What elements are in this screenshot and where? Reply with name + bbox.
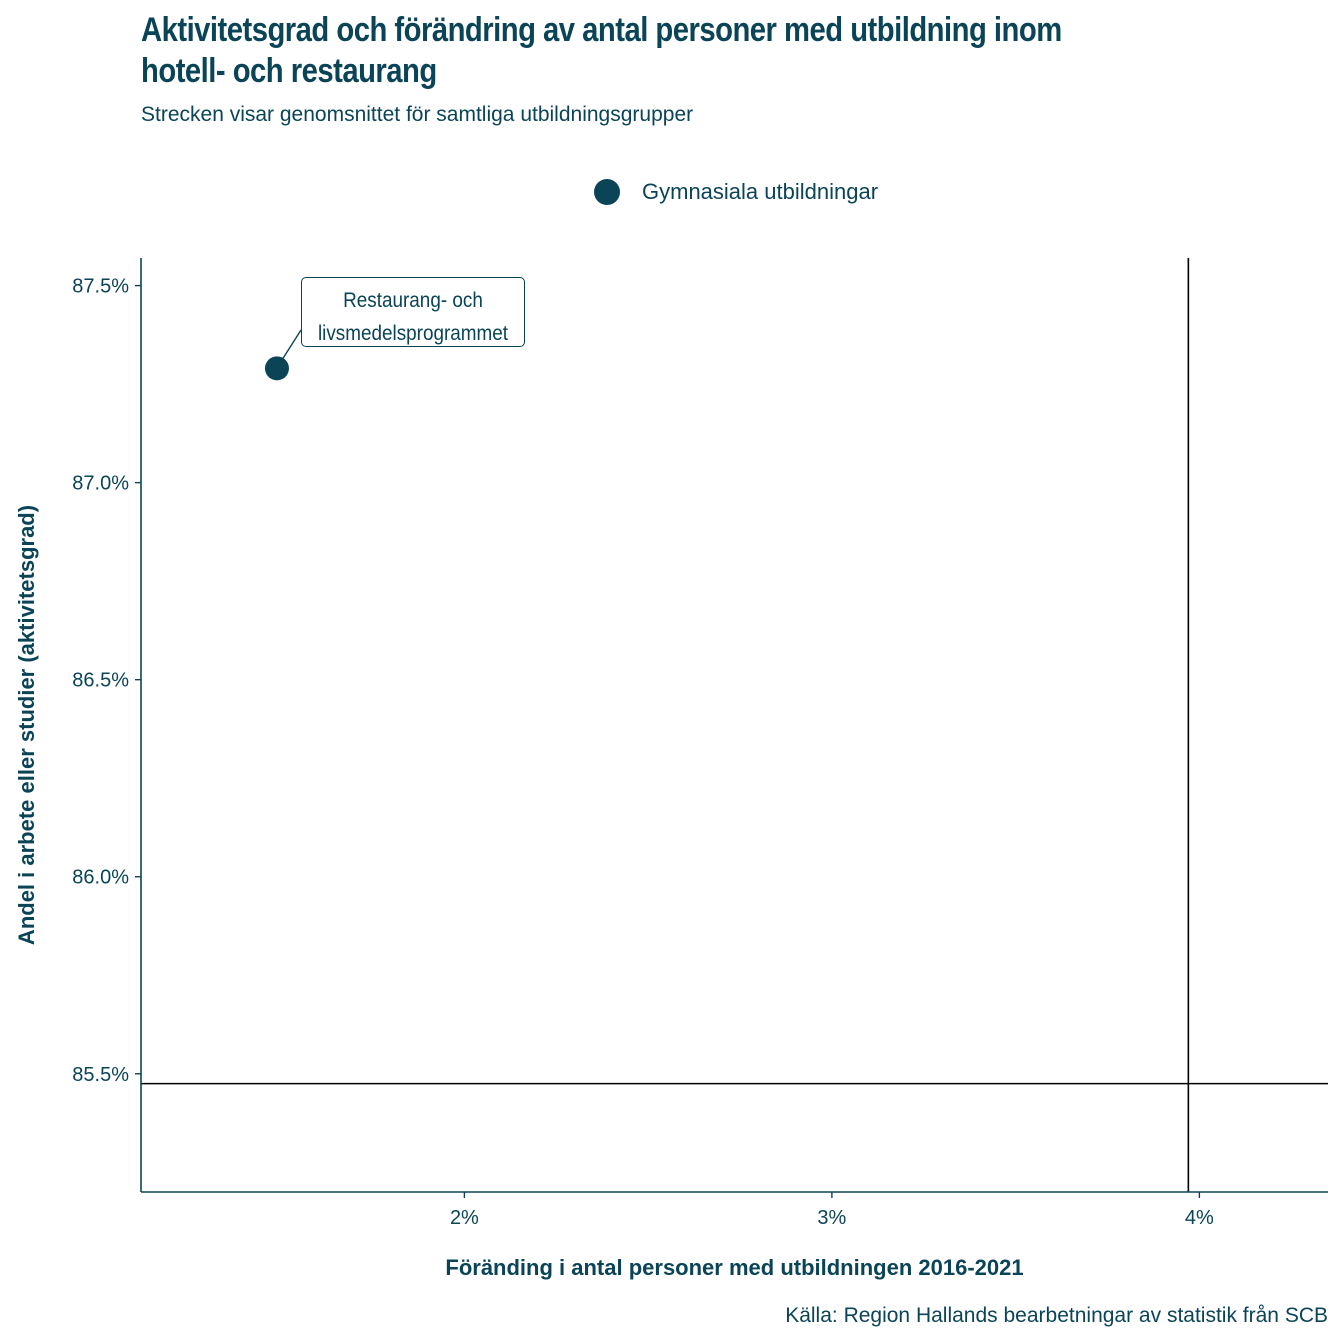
legend-key-dot [594, 179, 620, 205]
data-point [264, 356, 289, 381]
y-tick-label: 86.5% [72, 670, 129, 692]
legend: Gymnasiala utbildningar [594, 177, 878, 207]
y-tick-label: 86.0% [72, 867, 129, 889]
x-tick-label: 2% [450, 1207, 479, 1229]
legend-label: Gymnasiala utbildningar [642, 179, 879, 204]
annotation-line-2: livsmedelsprogrammet [317, 322, 509, 345]
y-tick-label: 85.5% [72, 1064, 129, 1086]
y-tick-label: 87.0% [72, 473, 129, 495]
point-annotation-label: Restaurang- och livsmedelsprogrammet [301, 277, 525, 347]
x-axis-title: Föränding i antal personer med utbildnin… [445, 1255, 1023, 1280]
annotation-connector [282, 329, 302, 359]
x-tick-label: 4% [1185, 1207, 1214, 1229]
chart-subtitle: Strecken visar genomsnittet för samtliga… [141, 103, 694, 126]
chart-title: Aktivitetsgrad och förändring av antal p… [141, 11, 1062, 90]
y-axis-title: Andel i arbete eller studier (aktivitets… [14, 505, 39, 945]
x-tick-label: 3% [817, 1207, 846, 1229]
source-caption: Källa: Region Hallands bearbetningar av … [785, 1304, 1328, 1327]
annotation-line-1: Restaurang- och [343, 289, 483, 312]
y-tick-label: 87.5% [72, 276, 129, 298]
